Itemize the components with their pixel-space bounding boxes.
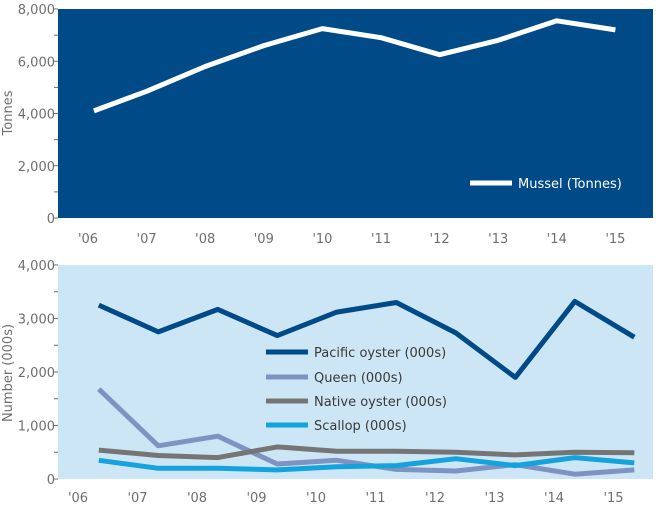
- bottom-legend: Pacific oyster (000s) Queen (000s) Nativ…: [266, 346, 447, 434]
- top-series: [93, 18, 616, 114]
- top-y-tick-label: 2,000: [18, 160, 55, 175]
- bottom-y-axis-title: Number (000s): [1, 324, 16, 422]
- legend-label-pacific-oyster: Pacific oyster (000s): [314, 346, 446, 361]
- top-y-tick-label: 8,000: [18, 3, 55, 18]
- bottom-y-tick-label: 3,000: [18, 313, 55, 328]
- top-y-tick-label: 0: [47, 212, 55, 227]
- bottom-x-tick-label: '15: [603, 491, 623, 506]
- bottom-y-ticks: 0 1,000 2,000 3,000 4,000: [18, 259, 58, 488]
- bottom-x-tick-label: '06: [68, 491, 88, 506]
- top-y-tick-label: 6,000: [18, 55, 55, 70]
- bottom-x-tick-label: '09: [246, 491, 266, 506]
- bottom-x-tick-label: '11: [365, 491, 385, 506]
- bottom-x-tick-label: '14: [544, 491, 564, 506]
- series-line-pacific-oyster: [97, 298, 636, 380]
- bottom-x-tick-label: '13: [484, 491, 504, 506]
- top-x-tick-label: '11: [371, 232, 391, 247]
- legend-label-native-oyster: Native oyster (000s): [314, 395, 447, 410]
- top-x-tick-label: '14: [547, 232, 567, 247]
- top-y-tick-label: 4,000: [18, 108, 55, 123]
- bottom-x-tick-label: '12: [425, 491, 445, 506]
- bottom-x-tick-label: '10: [306, 491, 326, 506]
- legend-label-mussel: Mussel (Tonnes): [518, 177, 622, 192]
- top-x-ticks: '06 '07 '08 '09 '10 '11 '12 '13 '14 '15: [78, 232, 626, 247]
- top-x-tick-label: '12: [430, 232, 450, 247]
- top-y-axis-title: Tonnes: [1, 90, 16, 136]
- bottom-x-tick-label: '08: [187, 491, 207, 506]
- top-y-ticks: 0 2,000 4,000 6,000 8,000: [18, 3, 58, 227]
- series-line-mussel: [93, 18, 616, 114]
- legend-label-queen: Queen (000s): [314, 371, 403, 386]
- series-line-native-oyster: [98, 444, 635, 461]
- top-x-tick-label: '15: [605, 232, 625, 247]
- top-x-tick-label: '08: [195, 232, 215, 247]
- bottom-y-tick-label: 1,000: [18, 420, 55, 435]
- top-x-tick-label: '07: [137, 232, 157, 247]
- top-x-tick-label: '09: [254, 232, 274, 247]
- top-x-tick-label: '13: [488, 232, 508, 247]
- bottom-y-tick-label: 2,000: [18, 366, 55, 381]
- top-x-tick-label: '06: [78, 232, 98, 247]
- bottom-x-tick-label: '07: [127, 491, 147, 506]
- legend-label-scallop: Scallop (000s): [314, 419, 407, 434]
- top-plot-background: [58, 9, 653, 218]
- top-legend: Mussel (Tonnes): [470, 177, 622, 192]
- bottom-x-ticks: '06 '07 '08 '09 '10 '11 '12 '13 '14 '15: [68, 491, 624, 506]
- bottom-y-tick-label: 0: [47, 473, 55, 488]
- series-line-scallop: [98, 455, 635, 473]
- top-x-tick-label: '10: [312, 232, 332, 247]
- bottom-y-tick-label: 4,000: [18, 259, 55, 274]
- bottom-series: [97, 298, 636, 477]
